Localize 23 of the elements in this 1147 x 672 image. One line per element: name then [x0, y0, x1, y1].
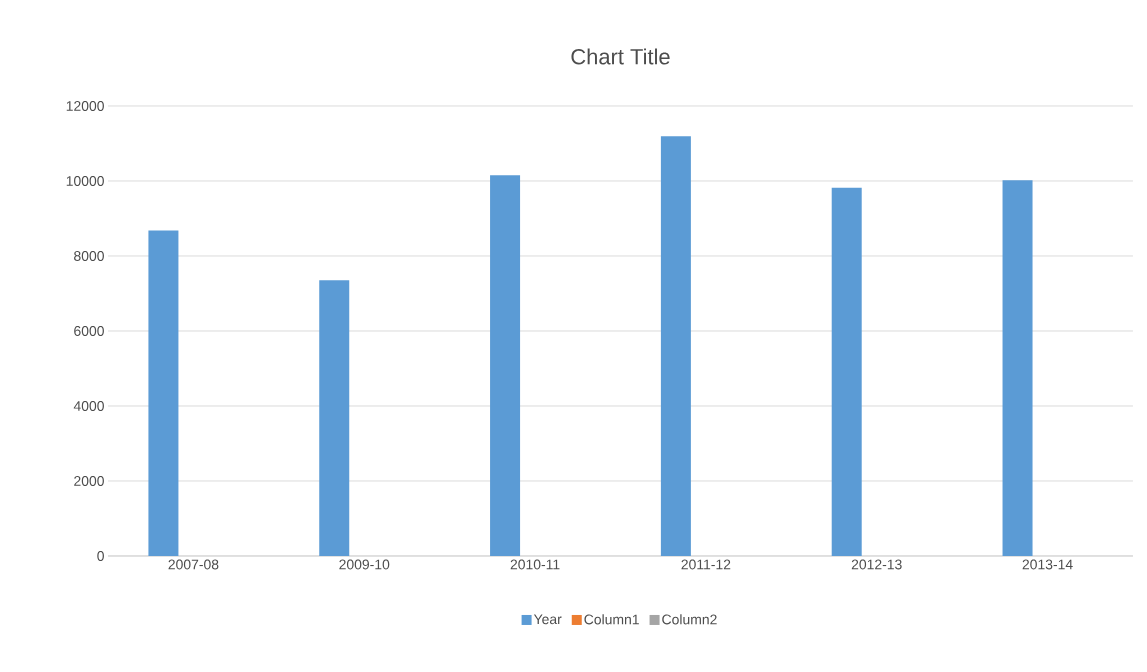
legend-label: Year — [533, 614, 562, 625]
bar — [1002, 180, 1033, 556]
y-tick-label: 10000 — [66, 176, 104, 186]
bar — [831, 187, 862, 556]
x-tick-label: 2010-11 — [510, 559, 560, 570]
legend-label: Column1 — [584, 614, 639, 625]
y-tick-label: 4000 — [73, 401, 104, 411]
bar — [319, 280, 350, 556]
x-tick-label: 2009-10 — [339, 559, 390, 570]
y-tick-label: 0 — [97, 551, 104, 561]
x-tick-label: 2013-14 — [1022, 559, 1073, 570]
bar — [490, 175, 521, 556]
y-tick-label: 12000 — [66, 101, 104, 111]
x-tick-label: 2012-13 — [851, 559, 902, 570]
x-tick-label: 2011-12 — [681, 559, 731, 570]
bar — [148, 230, 179, 556]
bar — [660, 136, 691, 556]
y-tick-label: 8000 — [74, 251, 104, 261]
y-tick-label: 2000 — [74, 476, 104, 486]
legend-label: Column2 — [662, 614, 717, 625]
x-tick-label: 2007-08 — [168, 559, 219, 570]
y-tick-label: 6000 — [74, 326, 104, 336]
chart-title: Chart Title — [571, 48, 670, 65]
